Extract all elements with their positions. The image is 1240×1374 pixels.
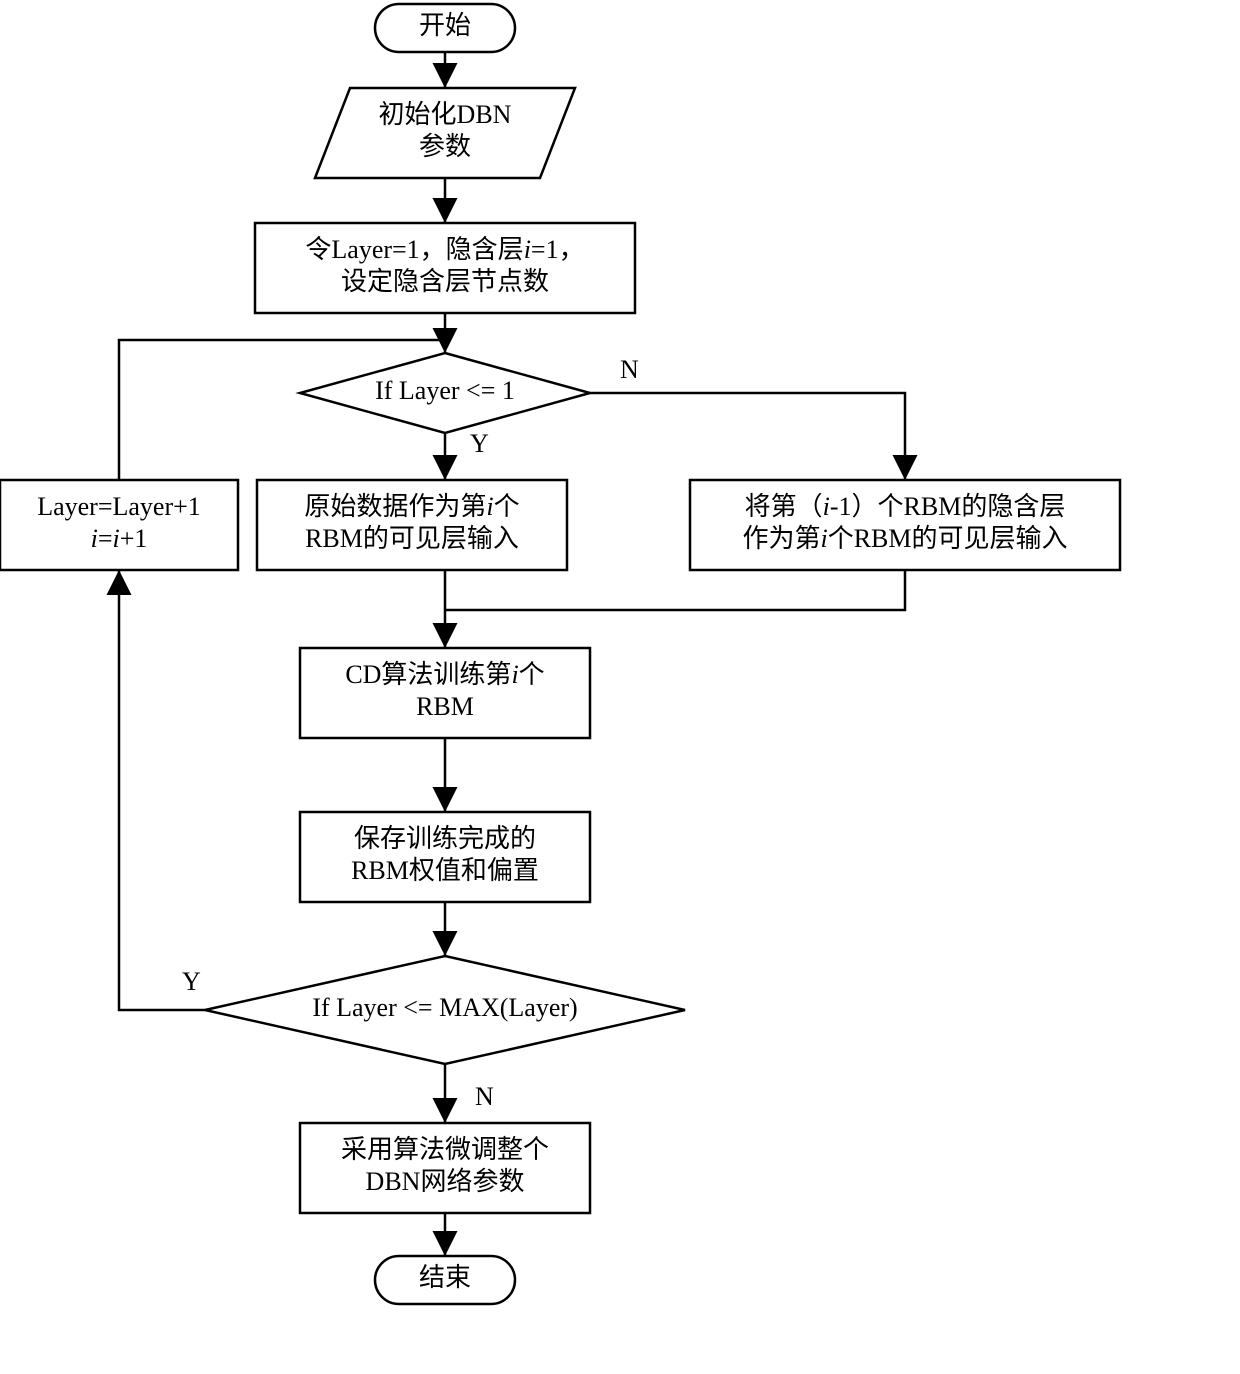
node-dec2: If Layer <= MAX(Layer): [205, 956, 685, 1064]
svg-text:开始: 开始: [419, 11, 471, 40]
node-finetune: 采用算法微调整个DBN网络参数: [300, 1123, 590, 1213]
edge-label: N: [475, 1082, 494, 1111]
svg-text:If Layer <= 1: If Layer <= 1: [375, 376, 515, 405]
flowchart: 开始初始化DBN参数令Layer=1，隐含层i=1，设定隐含层节点数 If Lay…: [0, 0, 1240, 1374]
edge: [445, 570, 905, 610]
edge: [119, 570, 205, 1010]
node-init: 初始化DBN参数: [315, 88, 575, 178]
node-start: 开始: [375, 4, 515, 52]
node-setLayer: 令Layer=1，隐含层i=1，设定隐含层节点数: [255, 223, 635, 313]
node-increment: Layer=Layer+1i=i+1: [0, 480, 238, 570]
svg-text:If Layer <= MAX(Layer): If Layer <= MAX(Layer): [312, 993, 577, 1022]
node-cdTrain: CD算法训练第i个RBM: [300, 648, 590, 738]
svg-text:结束: 结束: [419, 1263, 471, 1292]
edge-label: N: [620, 355, 639, 384]
node-end: 结束: [375, 1256, 515, 1304]
node-saveW: 保存训练完成的RBM权值和偏置: [300, 812, 590, 902]
node-dec1: If Layer <= 1: [300, 353, 590, 433]
edge-label: Y: [182, 967, 201, 996]
node-origData: 原始数据作为第i个RBM的可见层输入: [257, 480, 567, 570]
edge-label: Y: [470, 429, 489, 458]
edge: [590, 393, 905, 480]
node-prevRBM: 将第（i-1）个RBM的隐含层作为第i个RBM的可见层输入: [690, 480, 1120, 570]
